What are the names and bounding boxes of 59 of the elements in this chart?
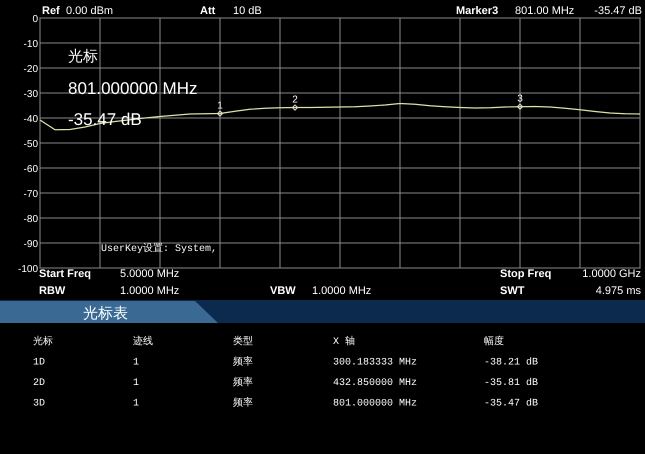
line-series (39, 102, 641, 130)
text: 3D (33, 398, 46, 410)
y-tick-label: -50 (24, 139, 38, 150)
annotation: Stop Freq (500, 268, 552, 280)
text: 2D (33, 378, 46, 389)
text: Att (200, 5, 216, 17)
y-tick-label: -10 (24, 39, 38, 50)
text: X 轴 (333, 335, 356, 348)
text: -35.81 dB (484, 377, 538, 389)
point (216, 110, 224, 117)
text: Marker3 (456, 5, 498, 17)
text: 1 (133, 398, 140, 410)
text: 10 dB (233, 5, 262, 17)
text: 光标表 (83, 305, 128, 322)
text: 801.00 MHz (515, 5, 574, 17)
text: 1D (33, 358, 46, 368)
y-tick-label: -100 (18, 264, 38, 275)
text: Ref (42, 5, 60, 17)
text: 光标 (33, 335, 53, 348)
annotation: 3 (517, 94, 524, 105)
text: 300.183333 MHz (333, 358, 418, 368)
text: VBW (270, 285, 296, 297)
point (292, 104, 298, 111)
text: 幅度 (484, 335, 504, 348)
annotation: 1 (217, 100, 224, 112)
text: 频率 (233, 396, 253, 410)
annotation: 1.0000 GHz (582, 268, 641, 280)
annotation: 5.0000 MHz (120, 268, 180, 280)
y-tick-label: -20 (24, 64, 38, 75)
text: 432.850000 MHz (333, 378, 418, 389)
text: -35.47 dB (594, 5, 642, 17)
text: 1 (133, 378, 140, 389)
point (516, 104, 524, 110)
annotation: 光标 (68, 48, 98, 65)
y-tick-label: -70 (24, 189, 38, 200)
text: 类型 (233, 335, 253, 348)
text: 迹线 (133, 335, 153, 348)
text: 4.975 ms (596, 285, 642, 297)
text: 0.00 dBm (66, 5, 114, 17)
text: 1 (133, 358, 140, 368)
text: 1.0000 MHz (120, 285, 180, 297)
annotation: UserKey设置: System, (101, 242, 218, 255)
text: 1.0000 MHz (312, 285, 372, 297)
text: 频率 (233, 376, 253, 389)
text: -38.21 dB (484, 356, 538, 368)
text: SWT (500, 285, 525, 297)
text: -35.47 dB (484, 398, 538, 410)
annotation: 2 (292, 94, 298, 106)
y-tick-label: -90 (24, 239, 38, 250)
text: 频率 (233, 356, 253, 368)
annotation: Start Freq (39, 268, 91, 280)
y-tick-label: -40 (24, 114, 38, 125)
y-tick-label: 0 (32, 14, 38, 25)
y-tick-label: -30 (24, 89, 38, 100)
text: 801.000000 MHz (333, 398, 418, 410)
y-tick-label: -60 (24, 164, 38, 175)
y-tick-label: -80 (24, 214, 38, 225)
annotation: 801.000000 MHz (68, 79, 198, 98)
text: RBW (39, 285, 66, 297)
